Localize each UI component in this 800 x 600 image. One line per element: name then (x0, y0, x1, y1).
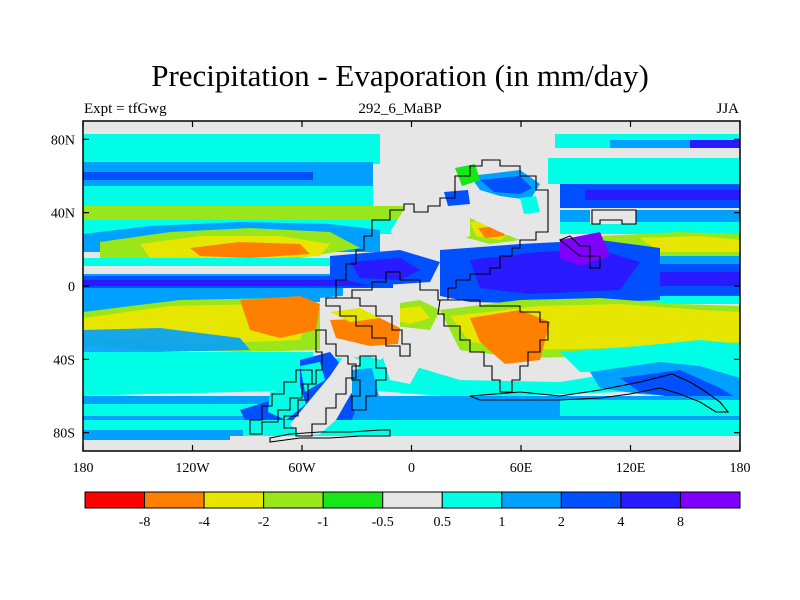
colorbar-label: 8 (677, 515, 684, 530)
colorbar-label: -0.5 (372, 515, 394, 530)
coastline-outlines (249, 159, 730, 443)
colorbar-label: 1 (498, 515, 505, 530)
colorbar-label: -2 (258, 515, 270, 530)
lat-tick-label: 80N (51, 133, 75, 148)
map-title: Precipitation - Evaporation (in mm/day) (151, 58, 649, 93)
map-field (83, 121, 740, 451)
lon-axis: 180 120W 60W 0 60E 120E 180 (73, 121, 751, 476)
colorbar-swatch (560, 491, 622, 509)
colorbar-swatch (322, 491, 384, 509)
lat-tick-label: 40N (51, 207, 75, 222)
colorbar-swatch (84, 491, 146, 509)
period-label: 292_6_MaBP (358, 101, 442, 117)
colorbar-label: -1 (317, 515, 329, 530)
lat-axis: 80N 40N 0 40S 80S (51, 133, 740, 442)
lat-tick-label: 80S (53, 427, 75, 442)
colorbar-label: 4 (617, 515, 624, 530)
experiment-label: Expt = tfGwg (84, 101, 167, 117)
lon-tick-label: 120W (175, 461, 210, 476)
colorbar-swatch (263, 491, 324, 509)
colorbar-label: 2 (558, 515, 565, 530)
season-label: JJA (716, 101, 739, 117)
colorbar-swatch (382, 491, 443, 509)
lon-tick-label: 180 (73, 461, 94, 476)
lon-tick-label: 60W (288, 461, 316, 476)
colorbar-label: -8 (139, 515, 151, 530)
lon-tick-label: 0 (408, 461, 415, 476)
lat-tick-label: 0 (68, 280, 75, 295)
colorbar-label: 0.5 (434, 515, 452, 530)
lat-tick-label: 40S (53, 353, 75, 368)
colorbar-swatch (441, 491, 503, 509)
lon-tick-label: 180 (730, 461, 751, 476)
colorbar-swatch (501, 491, 562, 509)
colorbar-label: -4 (198, 515, 210, 530)
colorbar-swatch (620, 491, 681, 509)
colorbar-swatch (679, 491, 741, 509)
colorbar: -8 -4 -2 -1 -0.5 0.5 1 2 4 8 (84, 491, 741, 530)
lon-tick-label: 60E (510, 461, 533, 476)
colorbar-swatch (144, 491, 205, 509)
lon-tick-label: 120E (616, 461, 646, 476)
colorbar-swatch (203, 491, 265, 509)
